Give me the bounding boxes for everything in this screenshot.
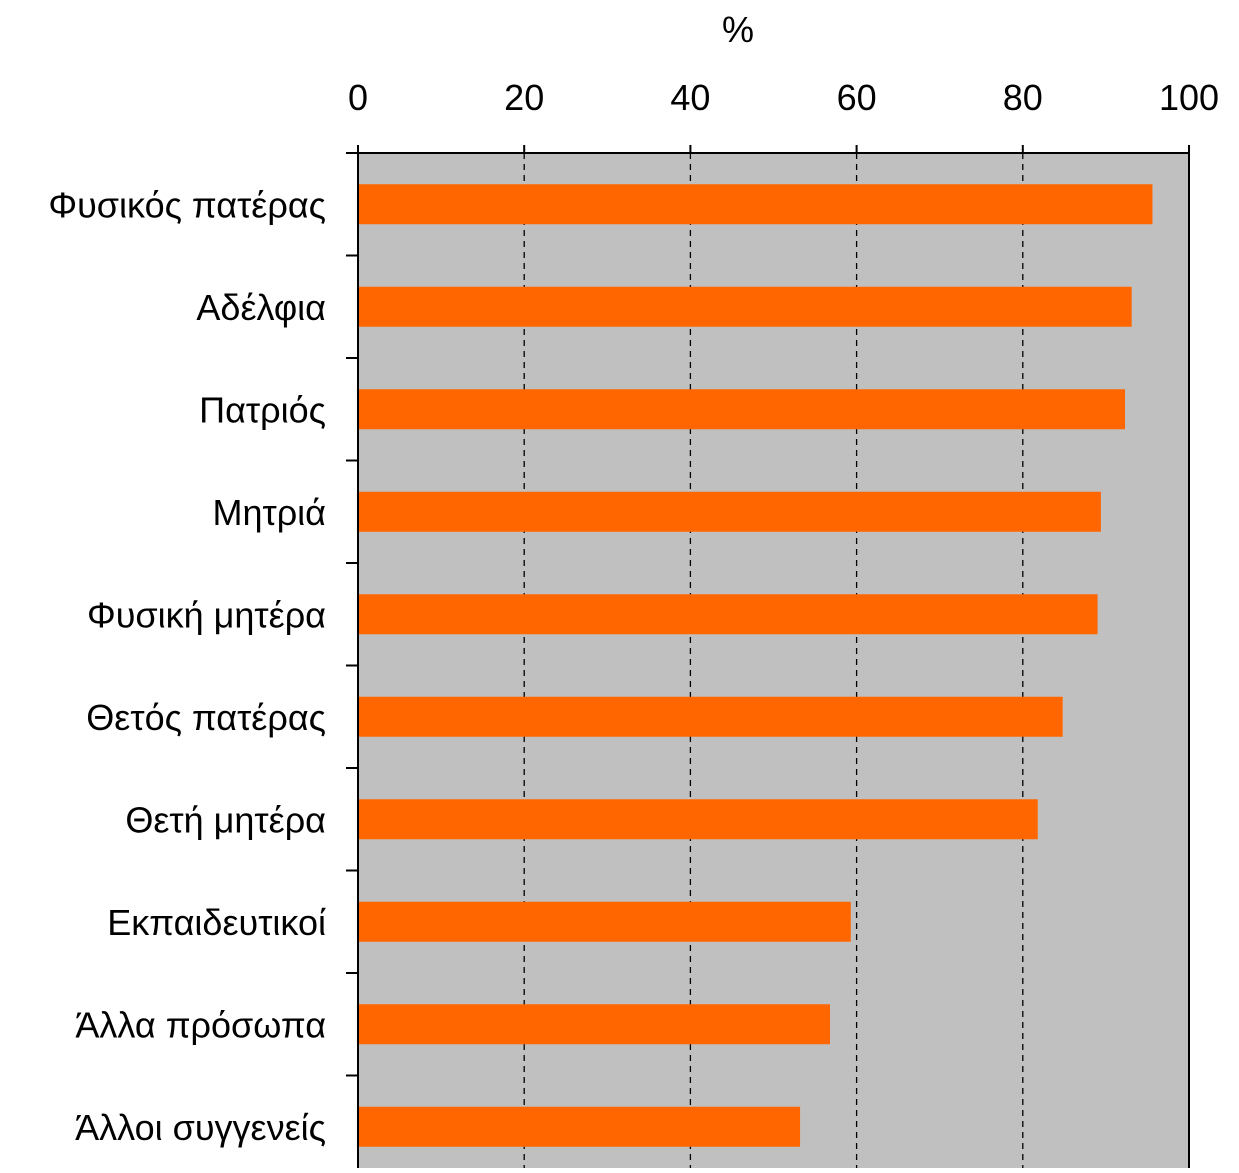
x-tick-label: 0 bbox=[348, 77, 368, 118]
x-tick-label: 100 bbox=[1159, 77, 1219, 118]
bar bbox=[358, 901, 851, 942]
y-tick-label: Πατριός bbox=[199, 389, 326, 430]
x-tick-label: 80 bbox=[1003, 77, 1043, 118]
bar bbox=[358, 594, 1098, 635]
bars bbox=[358, 184, 1153, 1147]
y-tick-label: Εκπαιδευτικοί bbox=[107, 902, 326, 943]
bar bbox=[358, 696, 1063, 737]
bar bbox=[358, 286, 1132, 327]
bar bbox=[358, 1004, 831, 1045]
y-tick-label: Φυσική μητέρα bbox=[87, 594, 326, 635]
bar bbox=[358, 184, 1153, 225]
bar bbox=[358, 491, 1101, 532]
bar bbox=[358, 799, 1038, 840]
x-axis-title: % bbox=[722, 9, 754, 50]
y-tick-label: Μητριά bbox=[212, 492, 326, 533]
x-tick-label: 40 bbox=[670, 77, 710, 118]
y-tick-label: Φυσικός πατέρας bbox=[48, 184, 326, 225]
y-tick-label: Θετός πατέρας bbox=[86, 697, 326, 738]
axes: 0 20 40 60 80 100 Φυσικός πατέρας Αδέλφια Πατριό… bbox=[48, 77, 1219, 1168]
y-tick-label: Αδέλφια bbox=[196, 287, 326, 328]
x-tick-label: 20 bbox=[504, 77, 544, 118]
x-tick-label: 60 bbox=[837, 77, 877, 118]
y-tick-label: Άλλοι συγγενείς bbox=[75, 1107, 326, 1148]
bar bbox=[358, 389, 1126, 430]
y-tick-label: Άλλα πρόσωπα bbox=[75, 1004, 326, 1045]
bar bbox=[358, 1106, 801, 1147]
y-tick-label: Θετή μητέρα bbox=[125, 799, 326, 840]
